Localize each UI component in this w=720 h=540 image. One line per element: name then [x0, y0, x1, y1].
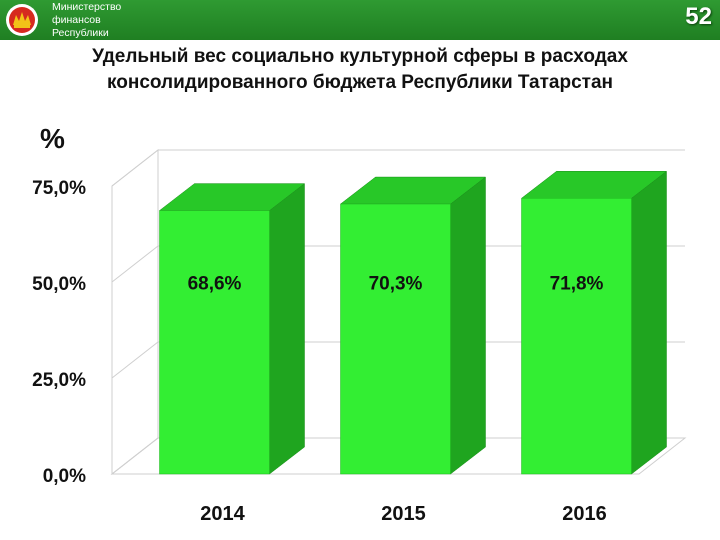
page-number: 52	[685, 3, 712, 30]
y-axis-label: %	[40, 123, 65, 154]
y-tick-label: 50,0%	[32, 274, 86, 295]
slide-title: Удельный вес социально культурной сферы …	[0, 44, 720, 96]
tatarstan-emblem-icon	[6, 4, 38, 36]
ministry-name-line: Министерство	[52, 1, 122, 13]
x-tick-label: 2015	[381, 503, 426, 525]
y-tick-label: 25,0%	[32, 370, 86, 391]
bar	[521, 198, 632, 475]
ministry-name-line: финансов	[52, 14, 101, 26]
ministry-name: Министерство финансов Республики	[52, 1, 172, 40]
bar-side	[450, 176, 486, 475]
y-tick-label: 75,0%	[32, 178, 86, 199]
gridline	[111, 245, 685, 283]
bar	[159, 210, 270, 475]
gridline	[111, 341, 685, 379]
slide-title-line: консолидированного бюджета Республики Та…	[106, 72, 613, 93]
bar-side	[269, 183, 305, 475]
bar	[340, 203, 451, 475]
x-tick-label: 2016	[562, 503, 607, 525]
data-label: 70,3%	[369, 274, 423, 295]
data-label: 71,8%	[550, 274, 604, 295]
ministry-name-line: Республики	[52, 27, 109, 39]
bar-side	[631, 170, 667, 475]
chart-side-wall	[111, 148, 159, 476]
slide-title-line: Удельный вес социально культурной сферы …	[92, 46, 628, 67]
y-tick-label: 0,0%	[43, 466, 86, 487]
gridline	[111, 437, 685, 475]
gridline	[111, 149, 685, 187]
header-bar: Министерство финансов Республики 52	[0, 0, 720, 42]
x-tick-label: 2014	[200, 503, 245, 525]
data-label: 68,6%	[188, 274, 242, 295]
